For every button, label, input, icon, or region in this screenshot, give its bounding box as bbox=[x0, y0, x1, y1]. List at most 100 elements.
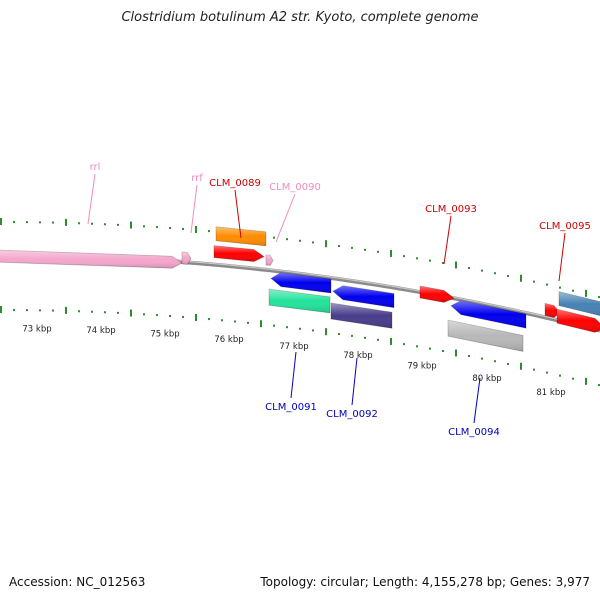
ruler-label: 81 kbp bbox=[536, 388, 565, 398]
lower-minor-tick bbox=[13, 309, 15, 312]
feature-gloss bbox=[333, 285, 394, 308]
lower-major-tick bbox=[130, 309, 132, 317]
upper-minor-tick bbox=[559, 286, 561, 289]
feature-label-clm-0091[interactable]: CLM_0091 bbox=[265, 402, 317, 413]
upper-minor-tick bbox=[429, 259, 431, 262]
lower-minor-tick bbox=[481, 357, 483, 360]
feature-label-clm-0095[interactable]: CLM_0095 bbox=[539, 221, 591, 232]
feature-label-rrf[interactable]: rrf bbox=[191, 173, 203, 184]
lower-minor-tick bbox=[572, 377, 574, 380]
feature-gloss bbox=[214, 245, 264, 262]
lower-minor-tick bbox=[273, 324, 275, 327]
leader-line bbox=[351, 357, 358, 406]
leader-line bbox=[87, 173, 96, 225]
lower-minor-tick bbox=[234, 320, 236, 323]
upper-minor-tick bbox=[143, 225, 145, 228]
lower-minor-tick bbox=[286, 326, 288, 329]
leader-line bbox=[190, 184, 198, 234]
feature-gloss bbox=[0, 250, 182, 269]
upper-major-tick bbox=[455, 261, 457, 269]
upper-minor-tick bbox=[442, 262, 444, 265]
ruler-label: 74 kbp bbox=[86, 326, 115, 336]
feature-label-clm-0092[interactable]: CLM_0092 bbox=[326, 409, 378, 420]
lower-major-tick bbox=[325, 328, 327, 336]
ruler-label: 78 kbp bbox=[343, 351, 372, 361]
lower-minor-tick bbox=[416, 345, 418, 348]
upper-major-tick bbox=[585, 289, 587, 297]
lower-minor-tick bbox=[598, 384, 600, 387]
upper-minor-tick bbox=[351, 246, 353, 249]
lower-major-tick bbox=[390, 337, 392, 345]
lower-minor-tick bbox=[169, 314, 171, 317]
feature-gloss bbox=[331, 303, 392, 329]
lower-minor-tick bbox=[351, 334, 353, 337]
lower-minor-tick bbox=[221, 319, 223, 322]
lower-major-tick bbox=[195, 313, 197, 321]
lower-minor-tick bbox=[182, 315, 184, 318]
feature-gloss bbox=[451, 300, 526, 329]
upper-minor-tick bbox=[494, 272, 496, 275]
upper-major-tick bbox=[130, 221, 132, 229]
lower-minor-tick bbox=[338, 332, 340, 335]
upper-major-tick bbox=[325, 240, 327, 248]
leader-line bbox=[234, 189, 242, 239]
features-layer[interactable] bbox=[0, 226, 600, 352]
upper-minor-tick bbox=[338, 244, 340, 247]
lower-minor-tick bbox=[26, 309, 28, 312]
feature-gloss bbox=[559, 291, 600, 316]
lower-minor-tick bbox=[78, 310, 80, 313]
ruler-label: 73 kbp bbox=[22, 324, 51, 334]
lower-minor-tick bbox=[442, 350, 444, 353]
feature-gloss bbox=[545, 303, 560, 318]
upper-minor-tick bbox=[52, 221, 54, 224]
upper-minor-tick bbox=[299, 239, 301, 242]
upper-major-tick bbox=[0, 218, 2, 225]
feature-label-clm-0094[interactable]: CLM_0094 bbox=[448, 427, 500, 438]
feature-gloss bbox=[448, 320, 523, 352]
ruler-label: 76 kbp bbox=[214, 335, 243, 345]
upper-minor-tick bbox=[39, 221, 41, 224]
upper-minor-tick bbox=[26, 221, 28, 224]
upper-minor-tick bbox=[533, 280, 535, 283]
lower-minor-tick bbox=[247, 321, 249, 324]
lower-minor-tick bbox=[533, 368, 535, 371]
lower-minor-tick bbox=[156, 314, 158, 317]
upper-minor-tick bbox=[312, 241, 314, 244]
genome-summary-text: Topology: circular; Length: 4,155,278 bp… bbox=[260, 575, 590, 589]
feature-gloss bbox=[271, 272, 331, 294]
feature-labels-layer[interactable]: rrl rrf CLM_0089 CLM_0090 CLM_0091 CLM_0092 CL… bbox=[87, 162, 591, 438]
upper-minor-tick bbox=[403, 255, 405, 258]
ruler-label: 80 kbp bbox=[472, 374, 501, 384]
lower-minor-tick bbox=[117, 311, 119, 314]
feature-gloss bbox=[557, 309, 600, 333]
feature-gloss bbox=[182, 251, 191, 265]
upper-minor-tick bbox=[208, 230, 210, 233]
lower-minor-tick bbox=[559, 374, 561, 377]
feature-label-clm-0090[interactable]: CLM_0090 bbox=[269, 182, 321, 193]
leader-line bbox=[473, 377, 481, 424]
lower-minor-tick bbox=[468, 354, 470, 357]
leader-line bbox=[443, 215, 452, 265]
upper-minor-tick bbox=[546, 283, 548, 286]
lower-minor-tick bbox=[429, 347, 431, 350]
lower-minor-tick bbox=[507, 362, 509, 365]
feature-label-clm-0089[interactable]: CLM_0089 bbox=[209, 178, 261, 189]
upper-minor-tick bbox=[182, 227, 184, 230]
upper-minor-tick bbox=[507, 274, 509, 277]
upper-minor-tick bbox=[481, 269, 483, 272]
upper-minor-tick bbox=[572, 289, 574, 292]
lower-minor-tick bbox=[494, 360, 496, 363]
leader-line bbox=[275, 193, 296, 243]
lower-minor-tick bbox=[403, 343, 405, 346]
lower-major-tick bbox=[260, 320, 262, 328]
feature-label-clm-0093[interactable]: CLM_0093 bbox=[425, 204, 477, 215]
upper-minor-tick bbox=[598, 296, 600, 299]
lower-minor-tick bbox=[143, 313, 145, 316]
ruler-label: 79 kbp bbox=[407, 361, 436, 371]
feature-gloss bbox=[420, 286, 454, 303]
upper-minor-tick bbox=[117, 223, 119, 226]
upper-minor-tick bbox=[416, 257, 418, 260]
feature-gloss bbox=[266, 254, 273, 266]
feature-label-rrl[interactable]: rrl bbox=[90, 162, 101, 173]
